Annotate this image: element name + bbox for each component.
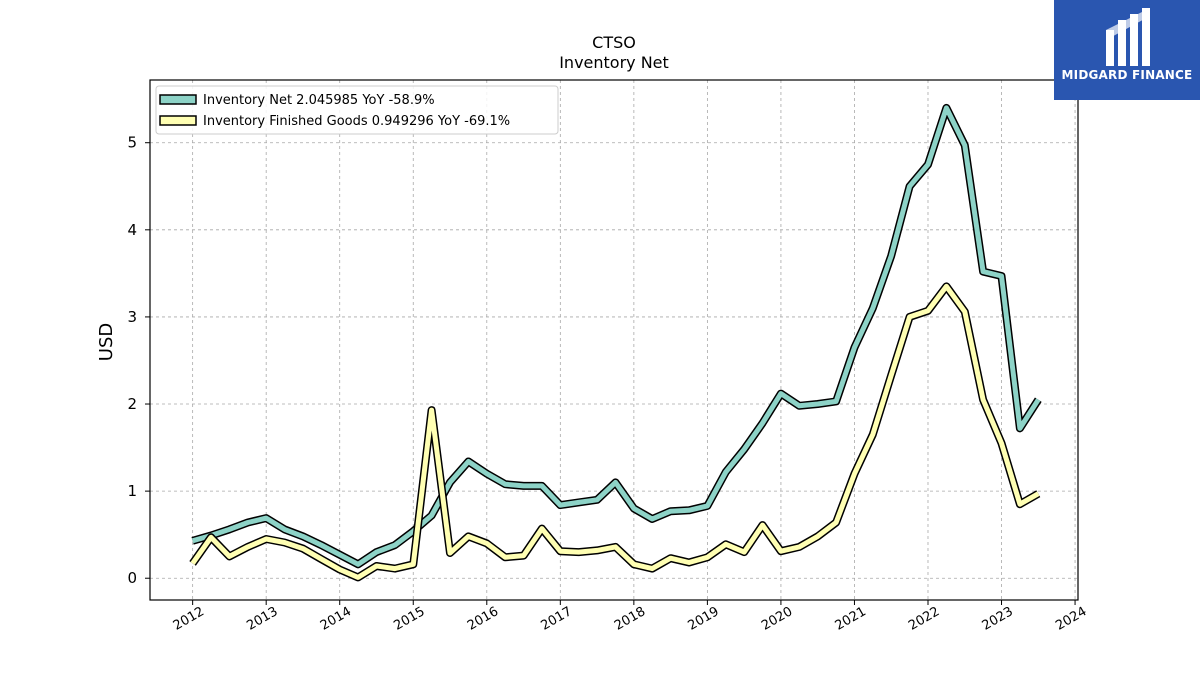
grid-lines — [150, 80, 1078, 600]
midgard-logo-icon — [1106, 8, 1150, 66]
x-tick-label: 2014 — [318, 604, 354, 634]
chart-title: CTSO — [592, 33, 636, 52]
legend: Inventory Net 2.045985 YoY -58.9% Invent… — [155, 85, 559, 135]
chart-subtitle: Inventory Net — [559, 53, 669, 72]
series-lines — [189, 103, 1042, 582]
x-tick-label: 2020 — [759, 604, 795, 634]
legend-box — [155, 85, 559, 135]
legend-label-inventory-net: Inventory Net 2.045985 YoY -58.9% — [203, 93, 435, 108]
y-tick-label: 0 — [127, 569, 137, 587]
x-tick-label: 2023 — [980, 604, 1016, 634]
brand-logo: MIDGARD FINANCE — [1054, 0, 1200, 100]
y-tick-label: 1 — [127, 482, 137, 500]
x-tick-label: 2017 — [538, 604, 574, 634]
series-line-inventory-finished-goods — [190, 283, 1040, 580]
legend-label-inventory-finished-goods: Inventory Finished Goods 0.949296 YoY -6… — [203, 114, 510, 129]
x-tick-label: 2022 — [906, 604, 942, 634]
series-outline-inventory-finished-goods — [189, 282, 1041, 582]
x-tick-label: 2018 — [612, 604, 648, 634]
x-tick-label: 2019 — [686, 604, 722, 634]
y-tick-label: 2 — [127, 395, 137, 413]
legend-swatch-inventory-finished-goods — [159, 115, 197, 126]
x-tick-label: 2015 — [391, 604, 427, 634]
series-line-inventory-net — [191, 105, 1041, 567]
y-tick-label: 3 — [127, 308, 137, 326]
y-axis-label: USD — [96, 323, 117, 361]
x-tick-label: 2013 — [244, 604, 280, 634]
x-tick-label: 2012 — [171, 604, 207, 634]
x-tick-label: 2021 — [833, 604, 869, 634]
brand-name: MIDGARD FINANCE — [1061, 68, 1193, 82]
y-tick-label: 4 — [127, 221, 137, 239]
series-outline-inventory-net — [191, 103, 1042, 569]
y-tick-label: 5 — [127, 134, 137, 152]
x-tick-label: 2024 — [1053, 604, 1089, 634]
plot-area — [149, 79, 1079, 601]
axis-ticks: 2012 2013 2014 2015 2016 2017 2018 2019 2020 2021… — [127, 134, 1089, 634]
x-tick-label: 2016 — [465, 604, 501, 634]
legend-swatch-inventory-net — [159, 94, 197, 105]
